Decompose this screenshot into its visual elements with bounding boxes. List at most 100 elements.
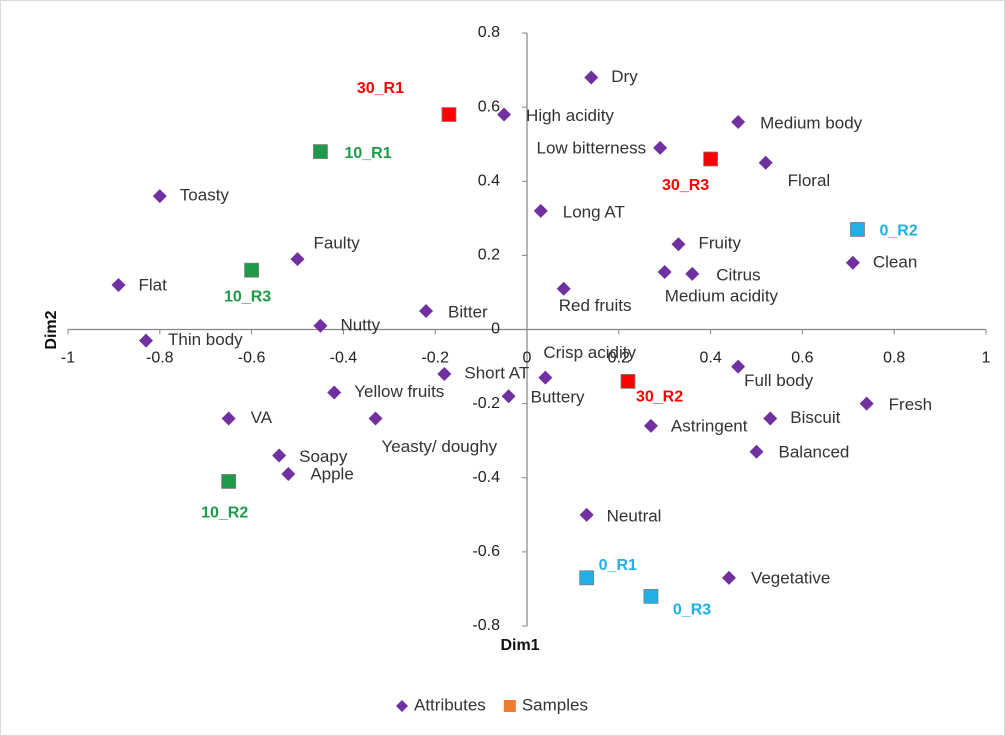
attribute-label: Low bitterness	[536, 138, 646, 157]
attribute-label: Full body	[744, 371, 813, 390]
attribute-label: Short AT	[464, 363, 529, 382]
y-tick-label: -0.2	[472, 395, 500, 412]
attribute-label: Fruity	[698, 234, 741, 253]
attribute-point	[758, 155, 773, 170]
attribute-label: Fresh	[889, 395, 932, 414]
legend-marker	[396, 700, 408, 712]
attribute-label: Bitter	[448, 302, 488, 321]
attribute-label: Astringent	[671, 416, 748, 435]
sample-label: 10_R2	[201, 505, 248, 522]
attribute-label: Red fruits	[559, 296, 632, 315]
attribute-label: VA	[251, 408, 273, 427]
attribute-label: High acidity	[526, 106, 614, 125]
attribute-label: Neutral	[607, 506, 662, 525]
attribute-label: Buttery	[531, 388, 585, 407]
attribute-point	[859, 396, 874, 411]
attribute-label: Toasty	[180, 186, 230, 205]
legend-marker	[503, 700, 516, 712]
sample-label: 30_R1	[357, 80, 404, 97]
legend-label: Attributes	[414, 695, 486, 714]
attribute-point	[671, 237, 686, 252]
x-axis-title: Dim1	[500, 637, 539, 654]
attribute-label: Yeasty/ doughy	[382, 437, 498, 456]
x-tick-label: 0.6	[791, 350, 813, 367]
attribute-label: Long AT	[563, 202, 625, 221]
attribute-point	[501, 389, 516, 404]
y-tick-label: -0.8	[472, 617, 500, 634]
attribute-point	[584, 70, 599, 85]
attribute-point	[556, 281, 571, 296]
attribute-label: Crisp acidity	[543, 343, 636, 362]
attribute-point	[281, 467, 296, 482]
x-tick-label: 0.8	[883, 350, 905, 367]
sample-label: 0_R2	[879, 223, 917, 240]
sample-point	[313, 144, 328, 160]
attribute-point	[152, 189, 167, 204]
attribute-point	[533, 203, 548, 218]
attribute-label: Yellow fruits	[354, 382, 444, 401]
sample-point	[244, 262, 260, 278]
y-tick-label: -0.4	[472, 469, 500, 486]
x-tick-label: 0.4	[699, 350, 721, 367]
y-tick-label: -0.6	[472, 543, 500, 560]
attribute-point	[731, 359, 746, 374]
attribute-label: Medium acidity	[665, 287, 779, 306]
x-tick-label: -0.2	[421, 350, 449, 367]
sample-label: 0_R3	[673, 602, 711, 619]
x-tick-label: 1	[982, 350, 991, 367]
sample-label: 0_R1	[599, 557, 637, 574]
sample-label: 30_R3	[662, 177, 709, 194]
attribute-point	[538, 370, 553, 385]
attribute-point	[657, 265, 672, 280]
attribute-point	[749, 444, 764, 459]
x-tick-label: 0	[523, 350, 532, 367]
x-tick-label: 0.2	[608, 350, 630, 367]
y-tick-label: 0.8	[478, 24, 500, 41]
attribute-point	[653, 140, 668, 155]
sample-point	[221, 474, 237, 489]
x-tick-label: -0.8	[146, 350, 174, 367]
sample-point	[643, 588, 659, 604]
attribute-point	[497, 107, 512, 122]
sample-point	[850, 222, 865, 237]
attribute-label: Clean	[873, 252, 917, 271]
attribute-point	[419, 303, 434, 318]
attribute-point	[721, 570, 736, 585]
attribute-label: Medium body	[760, 113, 863, 132]
attribute-point	[221, 411, 236, 426]
attribute-point	[437, 366, 452, 381]
attribute-label: Apple	[310, 465, 353, 484]
sample-label: 30_R2	[636, 389, 683, 406]
x-tick-label: -0.6	[238, 350, 266, 367]
attribute-point	[290, 252, 305, 267]
sample-point	[703, 151, 718, 167]
y-tick-label: 0.6	[478, 98, 500, 115]
x-tick-label: -0.4	[330, 350, 358, 367]
y-tick-label: 0.4	[478, 172, 500, 189]
attribute-point	[845, 255, 860, 270]
attribute-point	[272, 448, 287, 463]
attribute-label: Biscuit	[790, 408, 840, 427]
legend-label: Samples	[522, 695, 588, 714]
attribute-point	[685, 266, 700, 281]
attribute-point	[139, 333, 154, 348]
attribute-label: Flat	[138, 276, 167, 295]
x-tick-label: -1	[61, 350, 75, 367]
attribute-point	[763, 411, 778, 426]
attribute-label: Soapy	[299, 447, 348, 466]
attribute-label: Nutty	[340, 315, 380, 334]
attribute-point	[643, 418, 658, 433]
sample-label: 10_R3	[224, 288, 271, 305]
sample-point	[579, 570, 595, 586]
attribute-point	[368, 411, 383, 426]
attribute-point	[579, 507, 594, 522]
y-tick-label: 0	[491, 321, 500, 338]
attribute-label: Thin body	[168, 330, 243, 349]
y-tick-label: 0.2	[478, 247, 500, 264]
attribute-label: Faulty	[314, 234, 361, 253]
sample-label: 10_R1	[344, 145, 391, 162]
sample-point	[620, 373, 636, 389]
attribute-point	[313, 318, 328, 333]
